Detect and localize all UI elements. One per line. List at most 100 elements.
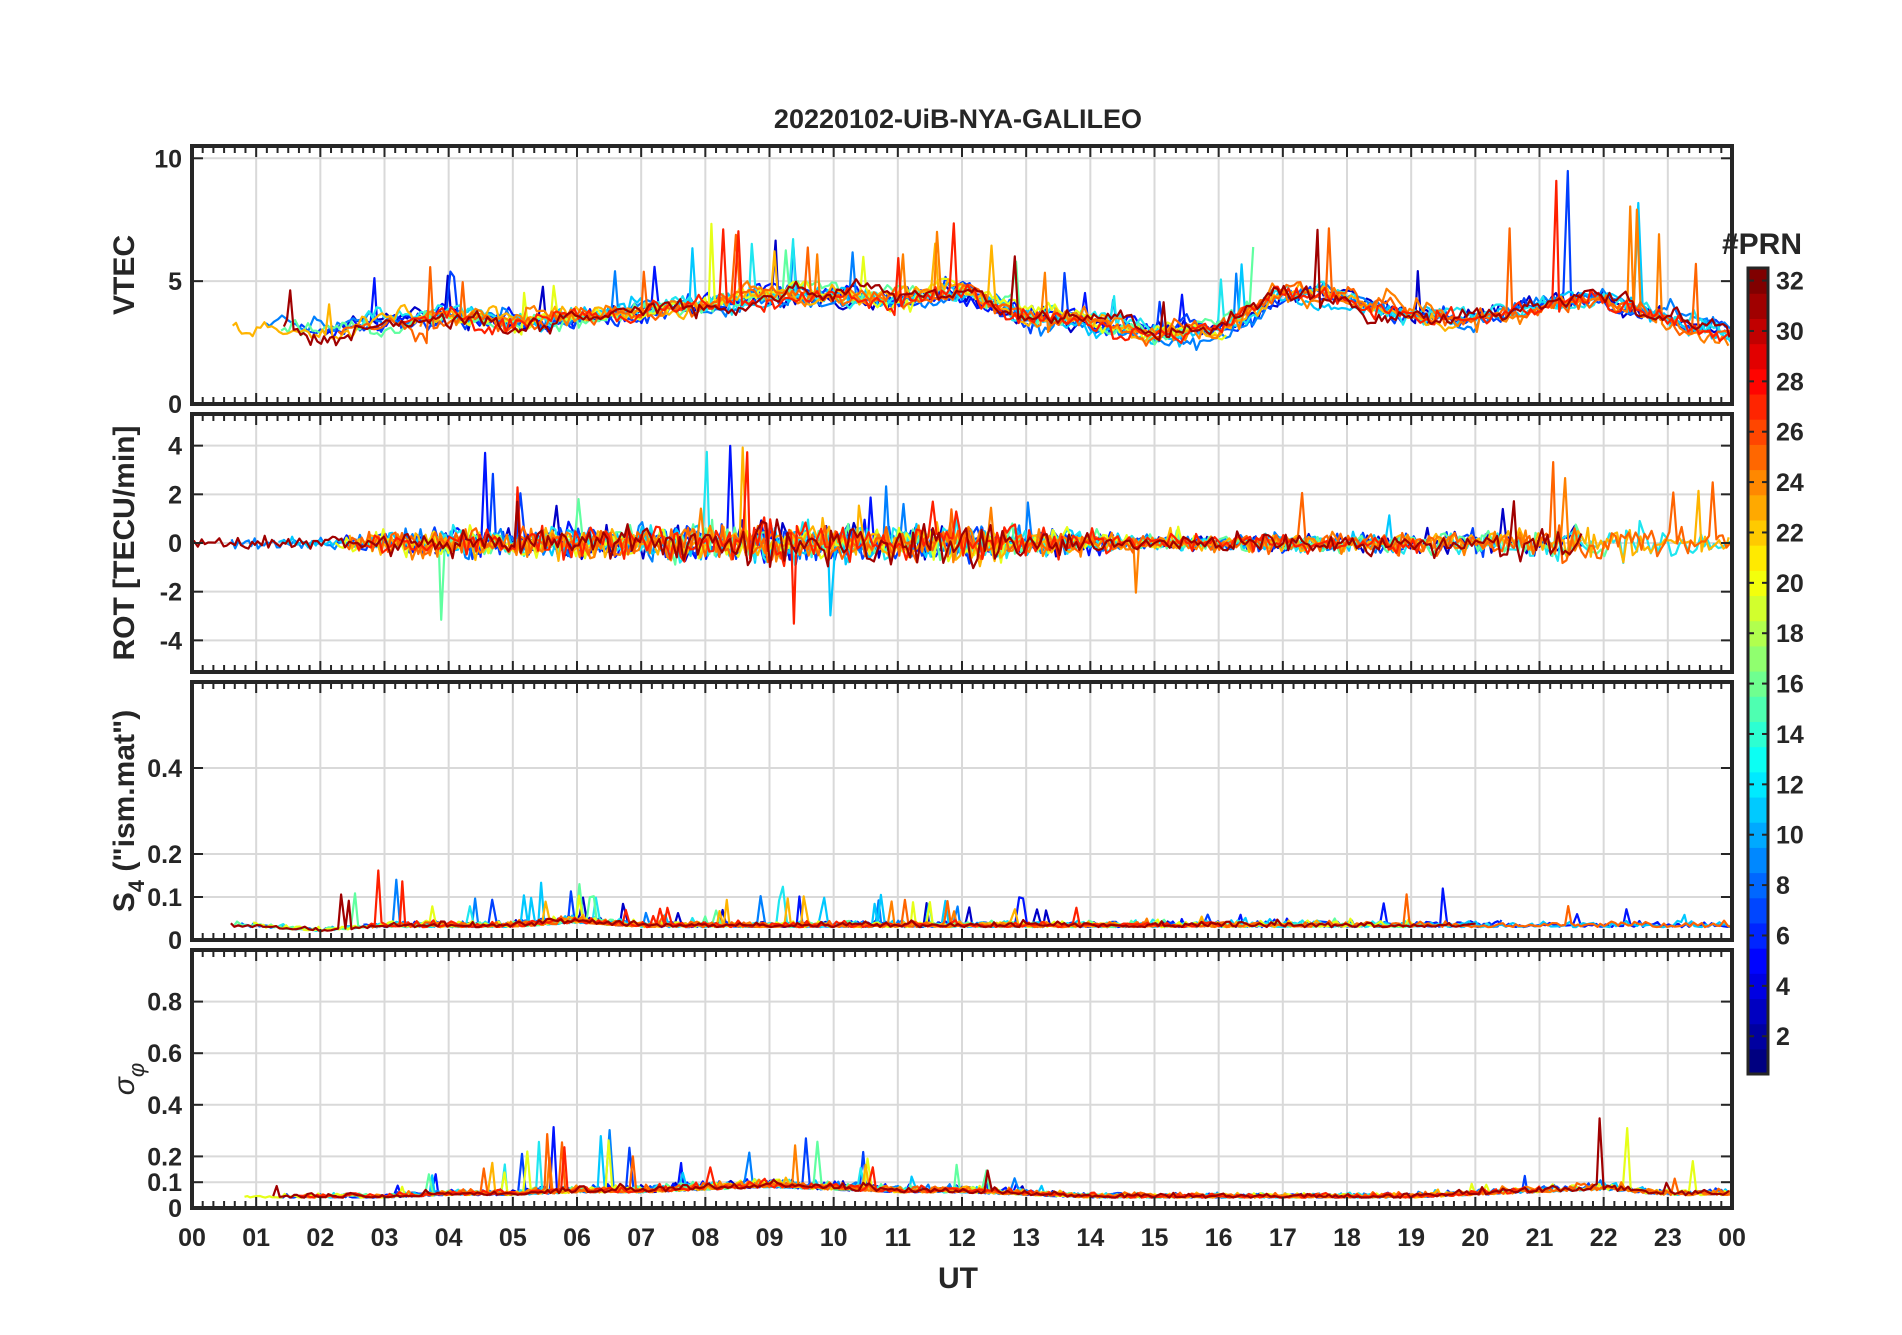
y-tick-label: 0 — [168, 927, 182, 955]
colorbar-swatch — [1748, 696, 1768, 722]
colorbar-tick-label: 20 — [1776, 570, 1804, 598]
panel-rot: -4 -2 0 2 4 ROT [TECU/min] — [108, 412, 1734, 674]
colorbar-tick-label: 28 — [1776, 368, 1804, 396]
x-tick-label: 22 — [1590, 1224, 1618, 1252]
x-tick-label: 06 — [563, 1224, 591, 1252]
x-tick-label: 12 — [948, 1224, 976, 1252]
y-tick-label: 0.1 — [147, 884, 182, 912]
colorbar-swatch — [1748, 1048, 1768, 1075]
y-axis-label-main: S — [108, 892, 141, 912]
y-tick-label: 0.8 — [147, 989, 182, 1017]
colorbar-tick-label: 6 — [1776, 922, 1790, 950]
ticks-s4: 0 0.1 0.2 0.4 — [147, 682, 1733, 955]
colorbar-swatch — [1748, 620, 1768, 647]
x-tick-label: 08 — [691, 1224, 719, 1252]
x-tick-labels: 00 01 02 03 04 05 06 07 08 09 10 11 12 13 14 15 16 17 18 19… — [178, 1224, 1746, 1252]
series-sigma-phi — [244, 1117, 1732, 1199]
grid-s4 — [192, 682, 1732, 940]
y-axis-label-sigma-phi: σφ — [108, 1063, 149, 1095]
colorbar-swatch — [1748, 771, 1768, 798]
y-tick-label: 10 — [154, 145, 182, 173]
y-axis-label-sub: 4 — [124, 879, 149, 892]
x-tick-label: 10 — [820, 1224, 848, 1252]
x-tick-label: 21 — [1526, 1224, 1554, 1252]
x-tick-label: 23 — [1654, 1224, 1682, 1252]
colorbar-swatch — [1748, 293, 1768, 319]
colorbar-swatch — [1748, 545, 1768, 571]
colorbar-frame — [1746, 266, 1770, 1076]
x-tick-label: 14 — [1076, 1224, 1104, 1252]
colorbar-swatch — [1748, 368, 1768, 395]
y-tick-label: 0 — [168, 1195, 182, 1223]
x-tick-label: 02 — [306, 1224, 334, 1252]
y-tick-label: 0.2 — [147, 841, 182, 869]
colorbar-tick-label: 30 — [1776, 318, 1804, 346]
series-line-prn-31 — [272, 1117, 1730, 1199]
y-axis-label-rest: ("ism.mat") — [108, 710, 141, 880]
panel-vtec: 0 5 10 VTEC — [108, 144, 1734, 419]
y-axis-label-sub: φ — [124, 1063, 149, 1077]
colorbar-tick-label: 26 — [1776, 419, 1804, 447]
series-line-prn-24 — [419, 205, 1730, 347]
colorbar-swatch — [1748, 998, 1768, 1025]
colorbar-swatch — [1748, 872, 1768, 899]
ticks-sigma-phi: 00.10.2 0.4 0.6 0.8 — [147, 950, 1733, 1223]
colorbar-swatch — [1748, 570, 1768, 597]
colorbar-tick-label: 10 — [1776, 822, 1804, 850]
x-tick-label: 11 — [885, 1224, 912, 1252]
y-tick-label: -4 — [160, 627, 182, 655]
x-tick-label: 00 — [1718, 1224, 1746, 1252]
series-vtec — [231, 169, 1732, 351]
x-tick-label: 04 — [435, 1224, 463, 1252]
colorbar-swatch — [1748, 494, 1768, 521]
colorbar-swatch — [1748, 746, 1768, 773]
grid-vtec — [192, 146, 1732, 404]
x-tick-label: 05 — [499, 1224, 527, 1252]
panel-s4: 0 0.1 0.2 0.4 S4 ("ism.mat") — [108, 680, 1734, 955]
colorbar-swatch — [1748, 1023, 1768, 1050]
colorbar-tick-label: 16 — [1776, 671, 1804, 699]
colorbar-tick-label: 24 — [1776, 469, 1804, 497]
colorbar-swatch — [1748, 469, 1768, 496]
colorbar-tick-label: 4 — [1776, 973, 1790, 1001]
x-tick-label: 01 — [242, 1224, 270, 1252]
x-tick-label: 00 — [178, 1224, 206, 1252]
colorbar-tick-label: 22 — [1776, 519, 1804, 547]
colorbar-tick-label: 14 — [1776, 721, 1804, 749]
colorbar-swatch — [1748, 645, 1768, 672]
colorbar-swatch — [1748, 268, 1768, 294]
y-tick-label: 0.6 — [147, 1040, 182, 1068]
series-line-prn-31 — [282, 228, 1731, 347]
colorbar-swatch — [1748, 796, 1768, 823]
colorbar-tick-label: 8 — [1776, 872, 1790, 900]
x-tick-label: 15 — [1141, 1224, 1169, 1252]
colorbar-swatch — [1748, 519, 1768, 546]
y-tick-label: 4 — [168, 433, 182, 461]
colorbar-swatch — [1748, 595, 1768, 622]
y-tick-label: 2 — [168, 481, 182, 509]
y-tick-label: 0.4 — [147, 755, 182, 783]
x-axis-label: UT — [938, 1262, 978, 1295]
x-tick-label: 13 — [1012, 1224, 1040, 1252]
y-tick-label: -2 — [160, 579, 182, 607]
x-tick-label: 17 — [1269, 1224, 1297, 1252]
colorbar-tick-label: 18 — [1776, 620, 1804, 648]
x-tick-label: 16 — [1205, 1224, 1233, 1252]
x-tick-label: 03 — [371, 1224, 399, 1252]
ticks-rot: -4 -2 0 2 4 — [160, 414, 1733, 672]
chart-title: 20220102-UiB-NYA-GALILEO — [774, 104, 1142, 134]
colorbar-label: #PRN — [1722, 228, 1802, 261]
colorbar-swatch — [1748, 922, 1768, 949]
colorbar-swatch — [1748, 721, 1768, 748]
colorbar-swatch — [1748, 948, 1768, 974]
y-axis-label-vtec: VTEC — [108, 235, 141, 315]
y-tick-label: 0.2 — [147, 1143, 182, 1171]
colorbar-tick-label: 32 — [1776, 268, 1804, 296]
colorbar-swatch — [1748, 671, 1768, 697]
colorbar-swatch — [1748, 897, 1768, 924]
colorbar-swatch — [1748, 393, 1768, 420]
